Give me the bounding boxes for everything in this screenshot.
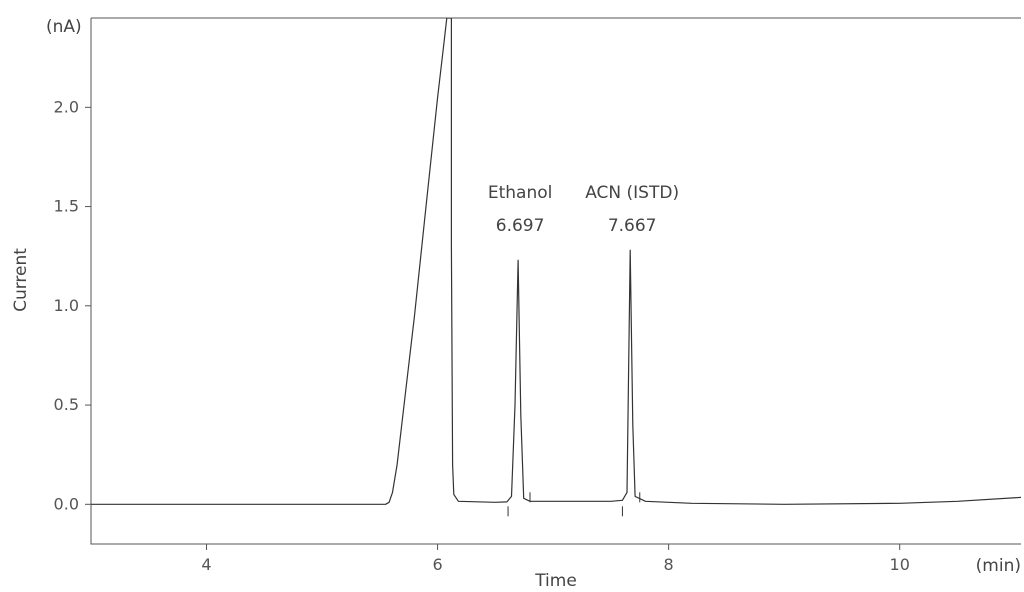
x-axis-unit: (min) [976, 556, 1021, 576]
y-tick-label: 0.0 [54, 494, 79, 513]
y-axis-ticks: 0.0 0.5 1.0 1.5 2.0 [54, 97, 91, 513]
x-axis-label: Time [534, 571, 577, 591]
y-tick-label: 2.0 [54, 97, 79, 116]
x-tick-label: 4 [201, 555, 211, 574]
x-tick-label: 6 [432, 555, 442, 574]
peak-rt-label: 6.697 [496, 216, 545, 236]
peak-name-label: ACN (ISTD) [585, 183, 679, 203]
axes [90, 17, 1021, 545]
x-tick-label: 10 [890, 555, 910, 574]
y-tick-label: 0.5 [54, 395, 79, 414]
peak-name-label: Ethanol [488, 183, 553, 203]
axis-frame [90, 18, 1021, 545]
peak-rt-label: 7.667 [608, 216, 657, 236]
y-tick-label: 1.0 [54, 296, 79, 315]
y-axis-unit: (nA) [46, 17, 82, 37]
series-line [91, 18, 1021, 505]
y-axis-label: Current [11, 248, 31, 312]
series-group [91, 18, 1021, 505]
x-tick-label: 8 [664, 555, 674, 574]
x-axis-ticks: 4 6 8 10 [201, 544, 910, 574]
peak-annotations: Ethanol 6.697 ACN (ISTD) 7.667 [488, 183, 679, 517]
y-tick-label: 1.5 [54, 197, 79, 216]
